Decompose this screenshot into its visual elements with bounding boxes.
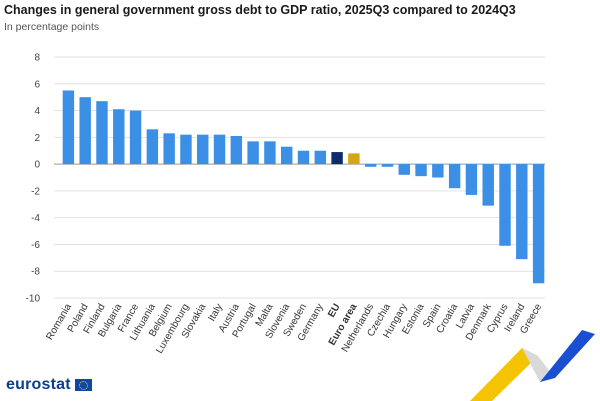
grid-layer: [54, 56, 545, 299]
bar-estonia[interactable]: [415, 164, 427, 177]
y-axis: 8 6 4 2 0 -2 -4 -6 -8 -10: [26, 53, 41, 305]
bar-latvia[interactable]: [465, 164, 478, 195]
y-tick-label: -10: [26, 294, 41, 305]
y-tick-label: -2: [31, 186, 40, 197]
bars: [62, 90, 545, 284]
eu-flag-icon: [74, 379, 92, 391]
y-tick-label: 8: [34, 53, 40, 64]
bar-eu[interactable]: [331, 152, 343, 165]
bar-belgium[interactable]: [163, 133, 175, 165]
bar-czechia[interactable]: [381, 164, 394, 167]
bar-romania[interactable]: [62, 90, 75, 165]
decorative-stripes-icon: [470, 330, 595, 401]
bar-slovenia[interactable]: [281, 146, 293, 165]
y-tick-label: 6: [34, 79, 40, 90]
bar-bulgaria[interactable]: [113, 109, 125, 165]
y-tick-label: -8: [31, 267, 40, 278]
y-tick-label: 2: [34, 133, 40, 144]
bar-greece[interactable]: [532, 164, 545, 284]
bar-slovakia[interactable]: [197, 134, 209, 165]
bar-poland[interactable]: [79, 97, 91, 165]
deco-grey-stripe: [522, 348, 555, 382]
chart-subtitle: In percentage points: [4, 21, 100, 33]
bar-ireland[interactable]: [516, 164, 528, 260]
bar-cyprus[interactable]: [499, 164, 511, 246]
bar-netherlands[interactable]: [364, 164, 377, 167]
bar-finland[interactable]: [96, 101, 108, 165]
logo-text: eurostat: [6, 376, 71, 393]
eurostat-logo[interactable]: eurostat: [6, 376, 92, 394]
bar-austria[interactable]: [230, 135, 243, 165]
bar-sweden[interactable]: [297, 150, 310, 165]
bar-france[interactable]: [129, 110, 142, 165]
bar-italy[interactable]: [213, 134, 226, 165]
bar-luxembourg[interactable]: [180, 134, 192, 165]
bar-germany[interactable]: [314, 150, 326, 165]
bar-croatia[interactable]: [448, 164, 461, 189]
deco-yellow-stripe: [470, 348, 538, 401]
deco-blue-stripe: [540, 330, 595, 382]
y-tick-label: -6: [31, 240, 40, 251]
bar-lithuania[interactable]: [146, 129, 159, 165]
chart-title: Changes in general government gross debt…: [4, 3, 516, 17]
bar-euro-area[interactable]: [348, 153, 360, 165]
bar-spain[interactable]: [432, 164, 444, 178]
bar-portugal[interactable]: [247, 141, 259, 165]
bar-hungary[interactable]: [398, 164, 410, 175]
y-tick-label: 4: [34, 106, 40, 117]
y-tick-label: -4: [31, 213, 40, 224]
bar-malta[interactable]: [264, 141, 276, 165]
bar-denmark[interactable]: [482, 164, 494, 206]
y-tick-label: 0: [34, 160, 40, 171]
